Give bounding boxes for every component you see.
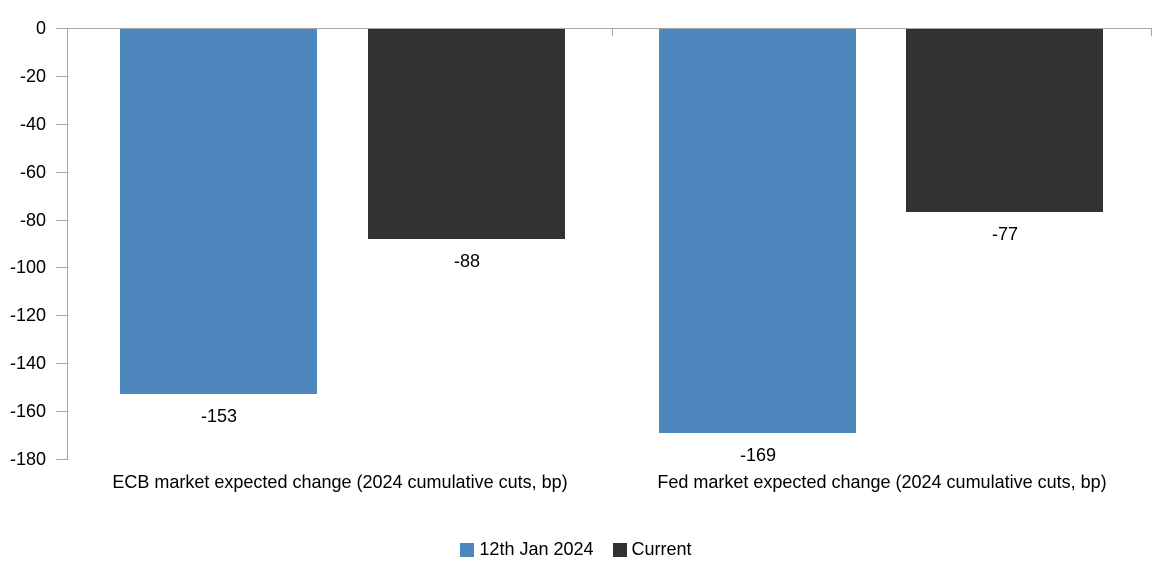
data-label: -153 [200,406,238,426]
legend-label-12th-jan-2024: 12th Jan 2024 [479,539,594,559]
y-axis-tick-label: -140 [9,353,46,373]
y-axis-tick-mark [56,315,67,316]
y-axis-tick-label: -120 [9,305,46,325]
y-axis-tick-mark [56,124,67,125]
y-axis-tick-label: -80 [19,210,46,230]
data-label: -88 [453,251,480,271]
y-axis-tick-label: -60 [19,162,46,182]
y-axis-tick-mark [56,28,67,29]
legend-item-12th-jan-2024: 12th Jan 2024 [460,539,594,560]
legend-swatch-12th-jan-2024 [460,542,475,557]
y-axis-tick-label: -160 [9,401,46,421]
y-axis-tick-label: -180 [9,449,46,469]
y-axis-tick-mark [56,220,67,221]
y-axis-tick-mark [56,76,67,77]
y-axis-line [67,28,68,460]
y-axis-tick-label: -20 [19,66,46,86]
legend: 12th Jan 2024 Current [0,539,1152,560]
y-axis-tick-mark [56,459,67,460]
bar-12th-jan-2024 [659,29,856,433]
legend-swatch-current [612,542,627,557]
legend-label-current: Current [631,539,692,559]
y-axis-tick-mark [56,363,67,364]
category-label-fed: Fed market expected change (2024 cumulat… [657,472,1107,492]
bar-current [368,29,565,239]
y-axis-tick-mark [56,172,67,173]
data-label: -77 [991,224,1018,244]
x-axis-line [67,28,1152,29]
legend-item-current: Current [612,539,692,560]
y-axis-tick-label: -40 [19,114,46,134]
y-axis-tick-mark [56,411,67,412]
y-axis-tick-mark [56,267,67,268]
y-axis-tick-label: -100 [9,257,46,277]
category-label-ecb: ECB market expected change (2024 cumulat… [112,472,568,492]
bar-current [906,29,1103,212]
x-axis-tick-mark [612,28,613,36]
data-label: -169 [739,445,777,465]
bar-12th-jan-2024 [120,29,317,394]
y-axis-tick-label: 0 [35,18,46,38]
